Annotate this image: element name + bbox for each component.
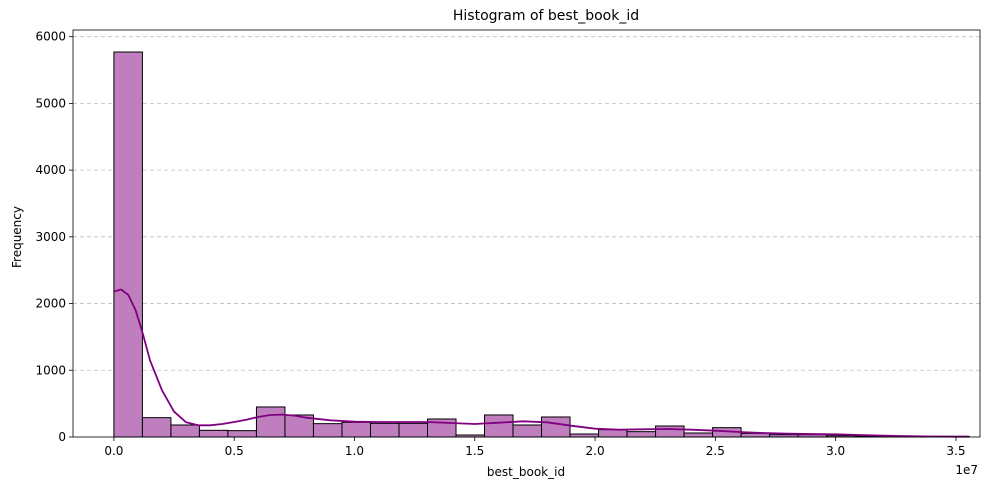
histogram-bar <box>369 422 400 438</box>
y-axis-ticks: 0 1000 2000 3000 4000 5000 6000 <box>35 30 73 444</box>
histogram-bar <box>541 416 571 438</box>
x-tick-label: 1.5 <box>465 444 484 458</box>
x-tick-label: 3.5 <box>946 444 965 458</box>
histogram-bar <box>569 433 600 438</box>
plot-frame <box>72 29 981 438</box>
x-tick-label: 0.0 <box>104 444 123 458</box>
x-tick-label: 0.5 <box>225 444 244 458</box>
y-tick-label: 6000 <box>35 30 66 44</box>
x-tick-label: 2.5 <box>706 444 725 458</box>
histogram-bar <box>683 432 714 438</box>
histogram-bar <box>484 414 514 438</box>
x-axis-offset-label: 1e7 <box>955 463 978 477</box>
x-tick-label: 2.0 <box>586 444 605 458</box>
histogram-bar <box>113 51 143 438</box>
histogram-bar <box>170 424 200 438</box>
histogram-bar <box>655 425 685 438</box>
x-axis-ticks: 0.0 0.5 1.0 1.5 2.0 2.5 3.0 3.5 <box>104 437 965 458</box>
kde-layer <box>113 288 968 438</box>
grid-lines <box>73 36 980 371</box>
histogram-bar <box>198 429 229 438</box>
histogram-bar <box>341 421 371 438</box>
y-tick-label: 2000 <box>35 297 66 311</box>
chart-title: Histogram of best_book_id <box>453 8 639 24</box>
histogram-bar <box>255 406 286 438</box>
histogram-bar <box>312 423 343 438</box>
kde-curve <box>113 288 968 438</box>
y-tick-label: 5000 <box>35 96 66 110</box>
histogram-bar <box>398 422 428 438</box>
x-tick-label: 1.0 <box>345 444 364 458</box>
histogram-bars <box>113 51 970 438</box>
histogram-bar <box>512 424 543 438</box>
histogram-bar <box>626 431 657 438</box>
y-tick-label: 0 <box>58 430 66 444</box>
histogram-bar <box>227 430 257 438</box>
x-axis-label: best_book_id <box>487 465 565 479</box>
y-tick-label: 4000 <box>35 163 66 177</box>
x-tick-label: 3.0 <box>826 444 845 458</box>
y-tick-label: 3000 <box>35 230 66 244</box>
histogram-bar <box>598 429 628 438</box>
y-axis-label: Frequency <box>10 206 24 268</box>
histogram-bar <box>141 417 172 438</box>
y-tick-label: 1000 <box>35 363 66 377</box>
